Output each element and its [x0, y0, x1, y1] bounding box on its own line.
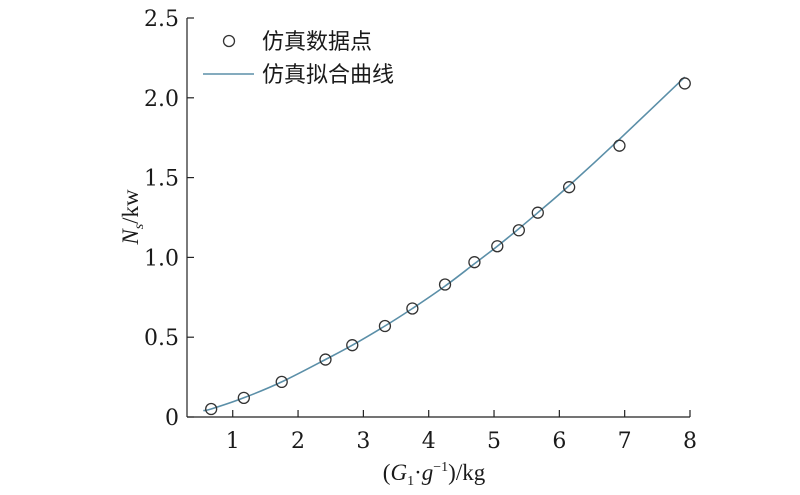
x-tick-label: 3 — [356, 429, 370, 454]
data-point — [406, 302, 419, 315]
y-tick-label: 2.5 — [144, 7, 179, 32]
data-point — [491, 240, 504, 253]
x-tick-label: 4 — [422, 429, 436, 454]
data-point — [275, 375, 288, 389]
data-point — [613, 139, 626, 152]
data-point — [438, 278, 452, 291]
legend-label-fit-curve: 仿真拟合曲线 — [262, 63, 394, 88]
plot-area: 1 2 3 4 5 6 7 8 0 0.5 1.0 1.5 2.0 2.5 — [144, 7, 697, 454]
data-point — [237, 391, 250, 404]
y-tick-label: 2.0 — [144, 87, 179, 112]
x-tick-label: 7 — [618, 429, 632, 454]
data-markers — [205, 77, 691, 416]
y-tick-label: 1.5 — [144, 167, 179, 192]
x-tick-label: 8 — [683, 429, 697, 454]
x-tick-label: 1 — [226, 429, 240, 454]
y-ticks: 0 0.5 1.0 1.5 2.0 2.5 — [144, 7, 194, 431]
data-point — [319, 353, 332, 366]
y-tick-label: 0 — [165, 406, 179, 431]
legend-marker-icon — [222, 34, 236, 48]
data-point — [468, 256, 481, 269]
data-point — [512, 224, 525, 237]
fit-curve-line — [203, 76, 686, 412]
x-axis-label: (G1·g−1)/kg — [383, 460, 486, 489]
y-tick-label: 1.0 — [144, 246, 179, 271]
legend: 仿真数据点 仿真拟合曲线 — [203, 30, 394, 88]
data-point — [346, 339, 359, 352]
x-tick-label: 2 — [291, 429, 305, 454]
data-point — [531, 206, 544, 219]
data-point — [205, 402, 218, 416]
x-ticks: 1 2 3 4 5 6 7 8 — [226, 410, 697, 454]
data-point — [678, 77, 691, 90]
data-point — [562, 181, 576, 194]
x-tick-label: 6 — [552, 429, 566, 454]
legend-label-data-points: 仿真数据点 — [262, 30, 372, 55]
y-axis-label: Ns/kw — [118, 189, 147, 246]
data-point — [378, 319, 392, 333]
x-tick-label: 5 — [487, 429, 501, 454]
y-tick-label: 0.5 — [144, 326, 179, 351]
